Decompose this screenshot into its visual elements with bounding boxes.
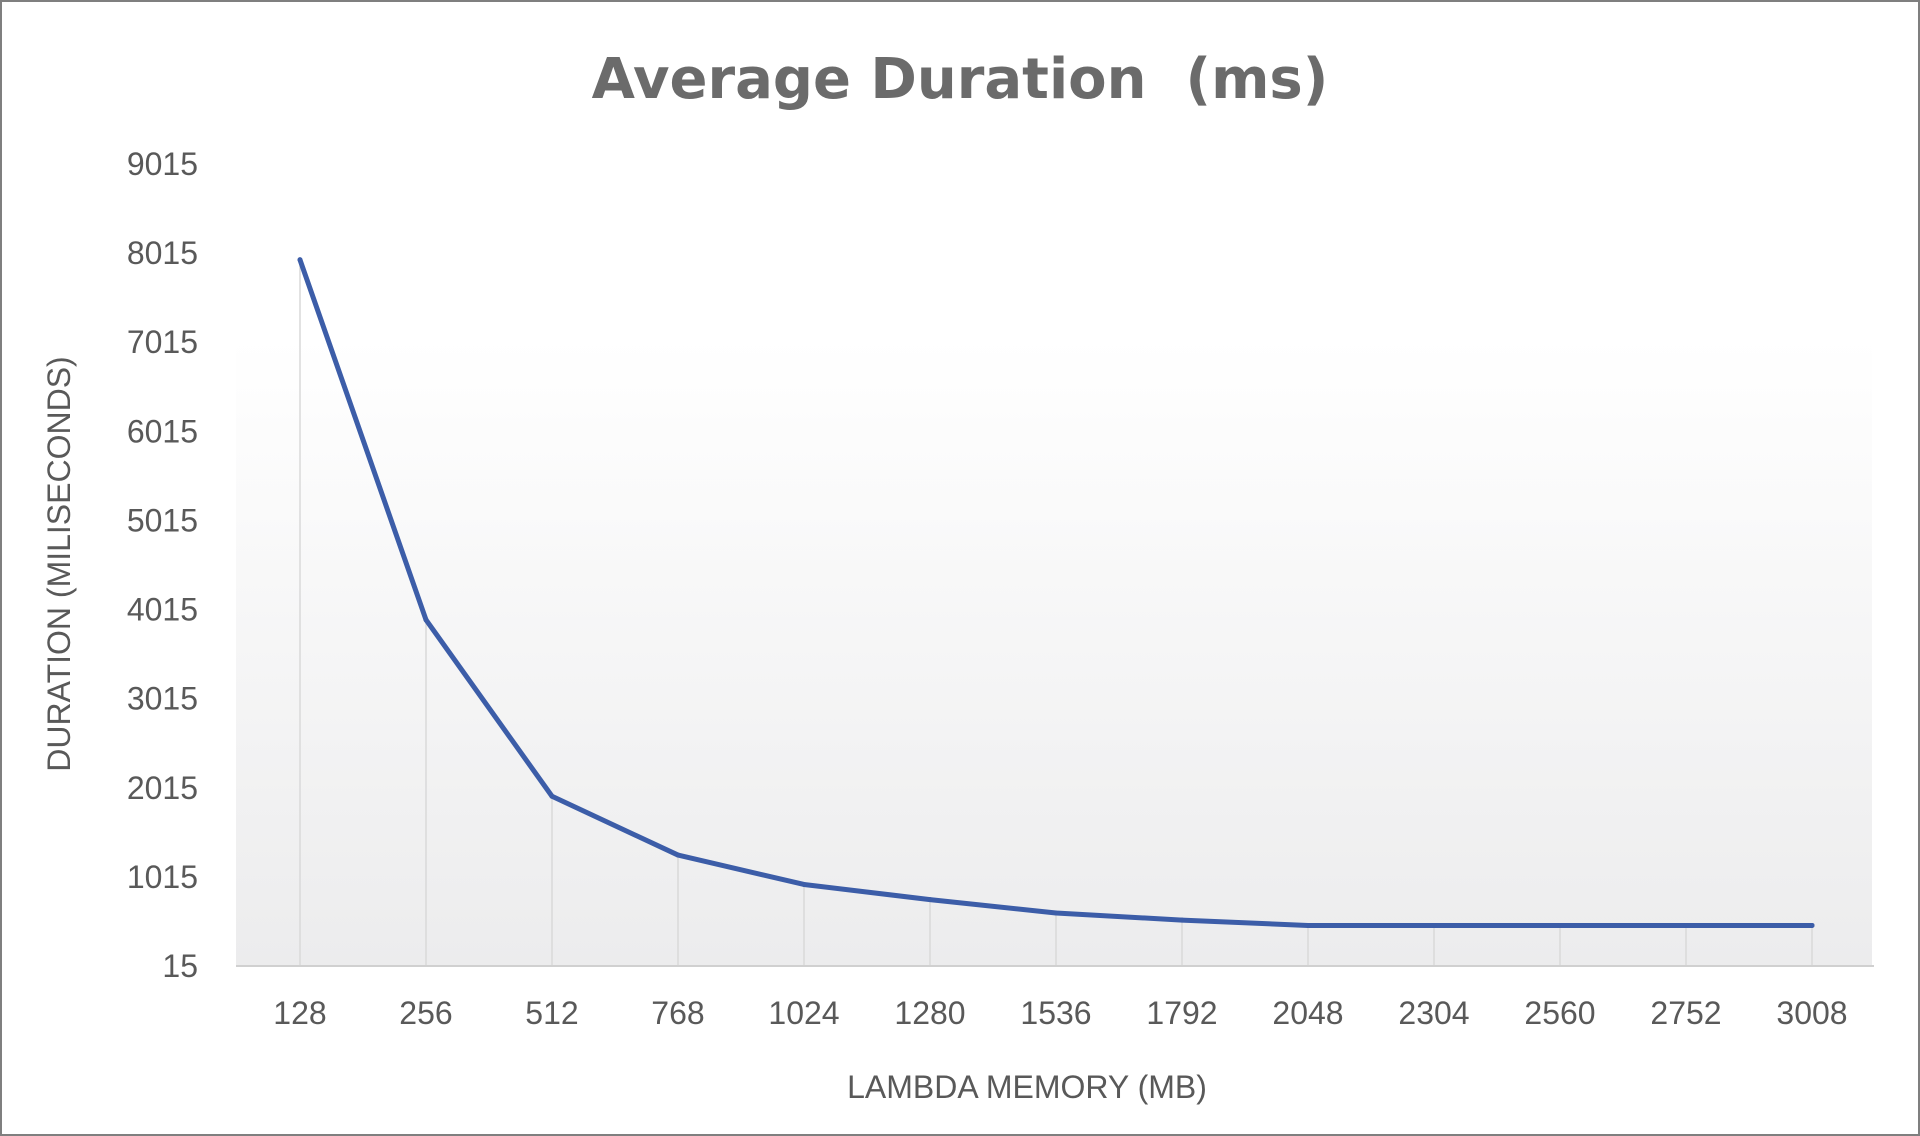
chart-title: Average Duration (ms) (592, 47, 1329, 112)
y-tick-label: 1015 (127, 859, 198, 895)
x-tick-label: 768 (651, 995, 704, 1031)
drop-lines (299, 259, 1813, 966)
x-tick-label: 128 (273, 995, 326, 1031)
y-tick-label: 4015 (127, 592, 198, 628)
x-tick-label: 256 (399, 995, 452, 1031)
x-tick-labels: 128 256 512 768 1024 1280 1536 1792 2048 2304 2560… (273, 995, 1847, 1031)
x-tick-label: 3008 (1776, 995, 1847, 1031)
y-tick-label: 5015 (127, 502, 198, 538)
data-point (297, 257, 303, 263)
y-tick-label: 9015 (127, 146, 198, 182)
y-axis-title: DURATION (MILISECONDS) (41, 356, 77, 771)
plot-area (236, 252, 1872, 966)
y-tick-label: 7015 (127, 324, 198, 360)
x-tick-label: 512 (525, 995, 578, 1031)
data-point (675, 852, 681, 858)
data-point (1305, 922, 1311, 928)
data-point (1179, 917, 1185, 923)
y-tick-label: 8015 (127, 235, 198, 271)
x-tick-label: 2752 (1650, 995, 1721, 1031)
x-axis-title: LAMBDA MEMORY (MB) (847, 1069, 1207, 1105)
data-point (1557, 922, 1563, 928)
series-group (297, 257, 1815, 928)
data-point (801, 881, 807, 887)
data-point (927, 897, 933, 903)
y-tick-labels: 15 1015 2015 3015 4015 5015 6015 7015 8015 9015 (127, 146, 198, 984)
data-point (549, 793, 555, 799)
x-tick-label: 1280 (894, 995, 965, 1031)
x-tick-label: 2560 (1524, 995, 1595, 1031)
x-tick-label: 1536 (1020, 995, 1091, 1031)
data-point (1809, 922, 1815, 928)
y-tick-label: 2015 (127, 770, 198, 806)
data-point (423, 617, 429, 623)
x-tick-label: 1792 (1146, 995, 1217, 1031)
data-point (1431, 922, 1437, 928)
y-tick-label: 15 (162, 948, 198, 984)
x-tick-label: 1024 (768, 995, 839, 1031)
x-tick-label: 2304 (1398, 995, 1469, 1031)
data-point (1053, 910, 1059, 916)
data-point (1683, 922, 1689, 928)
x-tick-label: 2048 (1272, 995, 1343, 1031)
y-tick-label: 6015 (127, 413, 198, 449)
y-tick-label: 3015 (127, 681, 198, 717)
